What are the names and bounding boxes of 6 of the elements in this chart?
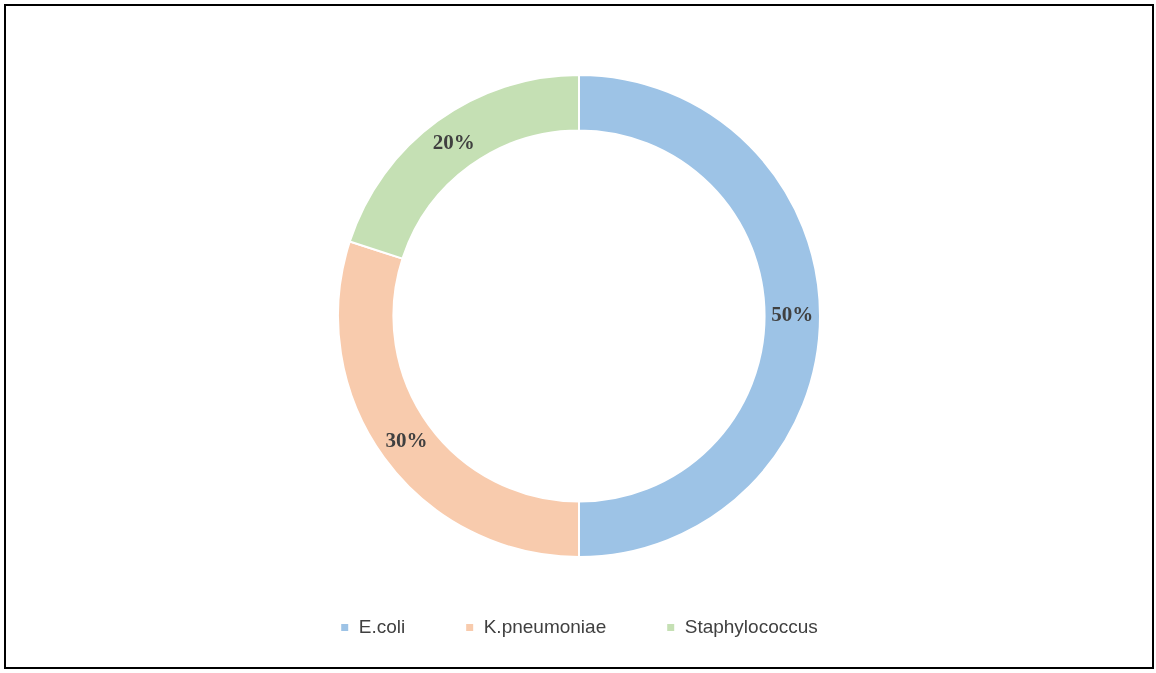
legend-label: E.coli [358, 615, 406, 637]
legend-label: K.pneumoniae [483, 615, 607, 637]
legend-label: Staphylococcus [684, 615, 818, 637]
data-label: 30% [385, 427, 428, 452]
data-label: 50% [771, 302, 814, 327]
data-label: 20% [432, 129, 475, 154]
